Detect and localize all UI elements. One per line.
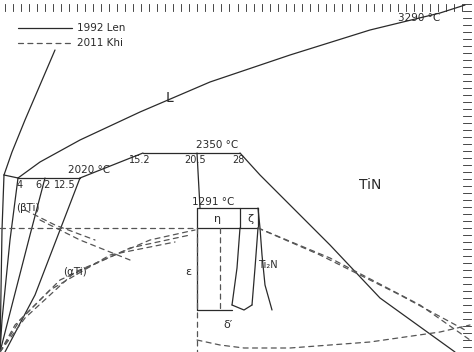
Text: 1291 °C: 1291 °C [192, 197, 234, 207]
Text: (αTi): (αTi) [63, 267, 87, 277]
Text: δ′: δ′ [223, 320, 233, 330]
Text: 20.5: 20.5 [184, 155, 206, 165]
Text: 4: 4 [17, 180, 23, 190]
Text: 28: 28 [232, 155, 244, 165]
Text: TiN: TiN [359, 178, 381, 192]
Text: 15.2: 15.2 [129, 155, 151, 165]
Text: η: η [214, 214, 221, 224]
Text: ζ: ζ [247, 214, 253, 224]
Text: 12.5: 12.5 [54, 180, 76, 190]
Text: ε: ε [185, 267, 191, 277]
Text: 1992 Len: 1992 Len [77, 23, 126, 33]
Text: 6.2: 6.2 [35, 180, 51, 190]
Text: (βTi): (βTi) [16, 203, 40, 213]
Text: Ti₂N: Ti₂N [258, 260, 278, 270]
Text: 2020 °C: 2020 °C [68, 165, 110, 175]
Text: 3290 °C: 3290 °C [398, 13, 440, 23]
Text: 2350 °C: 2350 °C [196, 140, 238, 150]
Text: L: L [166, 91, 174, 105]
Text: 2011 Khi: 2011 Khi [77, 38, 123, 48]
